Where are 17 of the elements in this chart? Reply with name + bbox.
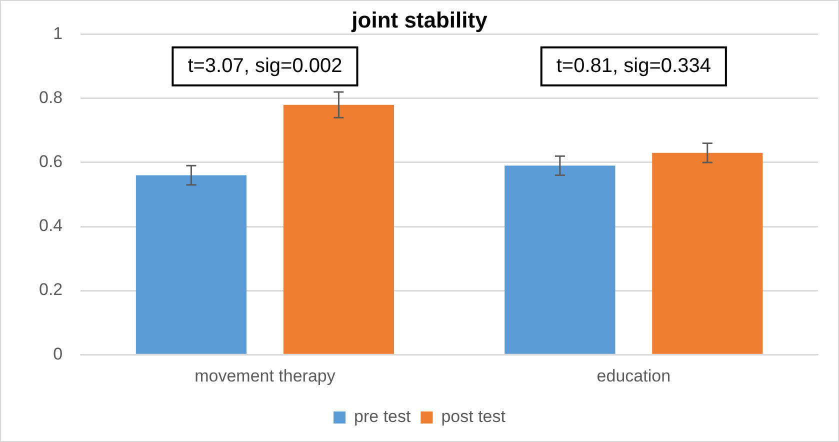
- bar: [504, 166, 616, 354]
- legend-label: pre test: [354, 407, 411, 426]
- y-tick-label: 0.4: [38, 216, 63, 236]
- y-tick-label: 0.6: [38, 152, 63, 172]
- bar: [283, 104, 394, 354]
- x-tick-label: movement therapy: [194, 366, 336, 386]
- legend-label: post test: [441, 407, 506, 426]
- annotation: t=0.81, sig=0.334: [556, 54, 711, 77]
- y-tick-label: 0.8: [38, 88, 63, 108]
- y-tick-label: 0: [53, 344, 63, 364]
- bar: [652, 152, 763, 354]
- chart-title: joint stability: [350, 7, 488, 32]
- bar: [136, 175, 247, 354]
- y-tick-label: 0.2: [38, 280, 63, 300]
- x-tick-label: education: [596, 366, 671, 386]
- y-tick-label: 1: [53, 24, 63, 44]
- annotation: t=3.07, sig=0.002: [188, 54, 342, 77]
